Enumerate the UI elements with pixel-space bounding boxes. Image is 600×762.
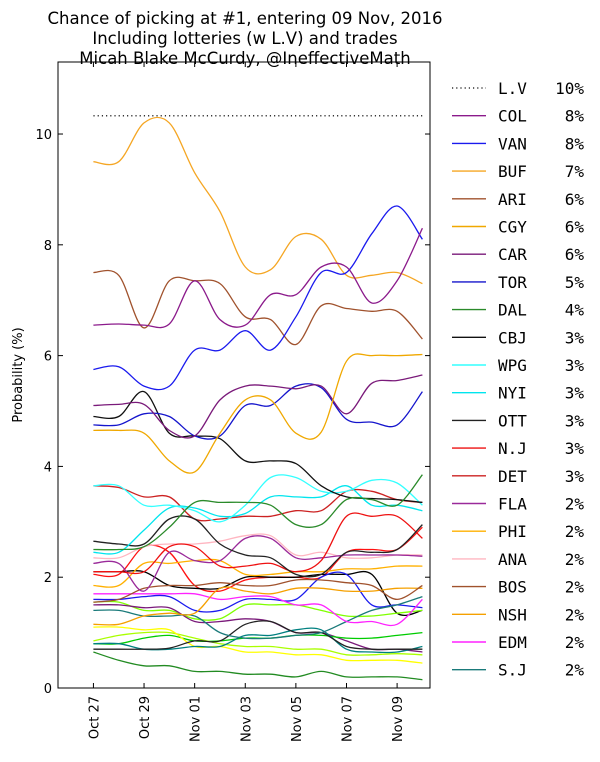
series-line-unlabeled-8 <box>93 626 423 664</box>
legend-pct-phi: 2% <box>565 522 585 541</box>
series-line-van <box>93 205 423 391</box>
plot-frame <box>57 61 431 689</box>
series-line-det <box>93 485 423 522</box>
series-line-ott <box>93 515 423 578</box>
series-line-cbj <box>93 390 423 504</box>
series-line-unlabeled-2 <box>93 570 423 617</box>
x-tick-label: Nov 05 <box>290 696 305 742</box>
legend-label-cbj: CBJ <box>498 328 527 347</box>
series-line-buf <box>93 116 423 285</box>
legend-pct-ari: 6% <box>565 190 585 209</box>
legend: L.V 10% COL 8% VAN 8% BUF 7% ARI 6% CGY 6% CAR 6% TOR 5… <box>452 79 584 680</box>
legend-label-nsh: NSH <box>498 605 527 624</box>
y-axis-label: Probability (%) <box>11 327 26 422</box>
legend-label-lv: L.V <box>498 79 527 98</box>
legend-pct-car: 6% <box>565 245 585 264</box>
legend-label-sj: S.J <box>498 661 527 680</box>
legend-label-phi: PHI <box>498 522 527 541</box>
legend-pct-van: 8% <box>565 134 585 153</box>
chart-title-line-2: Including lotteries (w L.V) and trades <box>92 29 397 48</box>
legend-pct-lv: 10% <box>555 79 584 98</box>
legend-label-nj: N.J <box>498 439 527 458</box>
legend-label-fla: FLA <box>498 495 527 514</box>
legend-label-cgy: CGY <box>498 218 527 237</box>
series-line-unlabeled-7 <box>93 631 423 656</box>
series-line-tor <box>93 383 423 440</box>
legend-label-det: DET <box>498 467 527 486</box>
legend-pct-sj: 2% <box>565 661 585 680</box>
legend-label-buf: BUF <box>498 162 527 181</box>
legend-pct-bos: 2% <box>565 578 585 597</box>
legend-label-ari: ARI <box>498 190 527 209</box>
series-line-unlabeled-10 <box>93 620 423 651</box>
x-tick-label: Oct 27 <box>87 696 102 739</box>
chart-title-line-3: Micah Blake McCurdy, @IneffectiveMath <box>79 49 410 68</box>
legend-pct-cgy: 6% <box>565 218 585 237</box>
series-line-phi <box>93 558 423 588</box>
legend-label-dal: DAL <box>498 301 527 320</box>
series-line-nj <box>93 512 423 575</box>
legend-label-tor: TOR <box>498 273 527 292</box>
series-line-unlabeled-11 <box>93 651 423 681</box>
legend-label-car: CAR <box>498 245 527 264</box>
legend-pct-col: 8% <box>565 107 585 126</box>
series-line-car <box>93 374 423 439</box>
legend-label-bos: BOS <box>498 578 527 597</box>
plot-lines <box>93 114 423 681</box>
y-tick-label: 2 <box>44 571 52 586</box>
legend-pct-fla: 2% <box>565 495 585 514</box>
legend-label-col: COL <box>498 107 527 126</box>
legend-label-nyi: NYI <box>498 384 527 403</box>
series-line-unlabeled-4 <box>93 600 423 621</box>
series-line-dal <box>93 474 423 551</box>
chart-title-line-1: Chance of picking at #1, entering 09 Nov… <box>48 9 443 28</box>
axes: 0 2 4 6 8 10 Oct 27 Oct 29 Nov 01 Nov 03 Nov 05 Nov… <box>11 62 430 742</box>
x-tick-label: Nov 01 <box>189 696 204 742</box>
y-tick-label: 4 <box>44 460 52 475</box>
y-tick-label: 6 <box>44 350 52 365</box>
legend-pct-wpg: 3% <box>565 356 585 375</box>
legend-pct-ana: 2% <box>565 550 585 569</box>
legend-pct-nj: 3% <box>565 439 585 458</box>
legend-pct-det: 3% <box>565 467 585 486</box>
series-line-bos <box>93 578 423 603</box>
legend-label-ott: OTT <box>498 411 527 430</box>
series-line-unlabeled-3 <box>93 571 423 613</box>
series-line-unlabeled-5 <box>93 604 423 653</box>
series-line-cgy <box>93 353 423 474</box>
legend-pct-ott: 3% <box>565 411 585 430</box>
legend-pct-edm: 2% <box>565 633 585 652</box>
series-line-ari <box>93 269 423 346</box>
legend-pct-buf: 7% <box>565 162 585 181</box>
legend-label-edm: EDM <box>498 633 527 652</box>
series-line-nsh <box>93 586 423 626</box>
y-tick-label: 0 <box>44 682 52 697</box>
series-line-unlabeled-1 <box>93 526 423 593</box>
legend-pct-tor: 5% <box>565 273 585 292</box>
series-line-col <box>93 227 423 329</box>
legend-pct-cbj: 3% <box>565 328 585 347</box>
x-tick-label: Nov 03 <box>239 696 254 742</box>
x-tick-label: Nov 07 <box>340 696 355 742</box>
x-tick-label: Oct 29 <box>138 696 153 739</box>
legend-pct-nyi: 3% <box>565 384 585 403</box>
series-line-edm <box>93 592 423 627</box>
series-line-nyi <box>93 485 423 555</box>
legend-pct-nsh: 2% <box>565 605 585 624</box>
series-line-fla <box>93 535 423 592</box>
y-tick-label: 10 <box>35 128 52 143</box>
x-tick-label: Nov 09 <box>391 696 406 742</box>
legend-pct-dal: 4% <box>565 301 585 320</box>
legend-label-wpg: WPG <box>498 356 527 375</box>
legend-label-van: VAN <box>498 134 527 153</box>
legend-label-ana: ANA <box>498 550 527 569</box>
y-tick-label: 8 <box>44 239 52 254</box>
series-line-wpg <box>93 474 423 523</box>
